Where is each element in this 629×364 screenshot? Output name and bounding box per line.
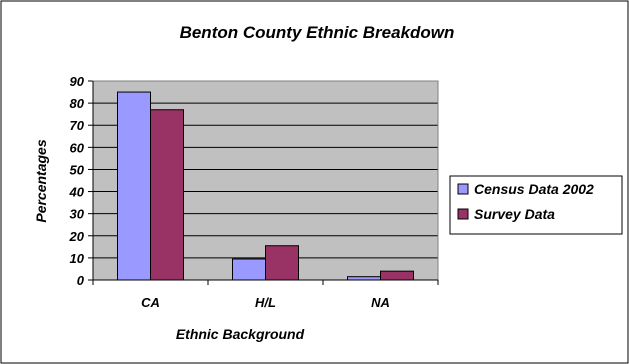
chart-title: Benton County Ethnic Breakdown bbox=[180, 23, 455, 42]
legend-label: Census Data 2002 bbox=[474, 181, 594, 197]
legend: Census Data 2002 Survey Data bbox=[449, 175, 623, 235]
y-axis-label: Percentages bbox=[33, 139, 49, 222]
legend-box bbox=[449, 175, 623, 235]
legend-swatch bbox=[457, 208, 469, 220]
bar-census-data-2002-ca bbox=[117, 91, 151, 281]
bar-survey-data-ca bbox=[150, 109, 184, 281]
bar-census-data-2002-na bbox=[347, 276, 381, 281]
x-tick-label: CA bbox=[141, 295, 160, 310]
bar-survey-data-na bbox=[380, 270, 414, 281]
x-tick-label: NA bbox=[371, 295, 390, 310]
bar-survey-data-h-l bbox=[265, 245, 299, 281]
x-tick-label: H/L bbox=[255, 295, 276, 310]
y-tick-label: 90 bbox=[70, 74, 85, 89]
legend-label: Survey Data bbox=[474, 206, 555, 222]
y-tick-label: 0 bbox=[77, 273, 85, 288]
y-tick-label: 40 bbox=[69, 185, 85, 200]
x-axis-label: Ethnic Background bbox=[176, 326, 305, 342]
plot-area: 0 10 20 30 40 50 60 70 80 90 CA H/L NA bbox=[69, 74, 439, 310]
y-tick-label: 60 bbox=[70, 140, 85, 155]
y-tick-label: 70 bbox=[70, 118, 85, 133]
y-tick-label: 30 bbox=[70, 207, 85, 222]
y-tick-label: 50 bbox=[70, 162, 85, 177]
y-tick-label: 20 bbox=[69, 229, 85, 244]
y-tick-label: 10 bbox=[70, 251, 85, 266]
legend-swatch bbox=[457, 183, 469, 195]
y-tick-label: 80 bbox=[70, 96, 85, 111]
bar-census-data-2002-h-l bbox=[232, 258, 266, 281]
